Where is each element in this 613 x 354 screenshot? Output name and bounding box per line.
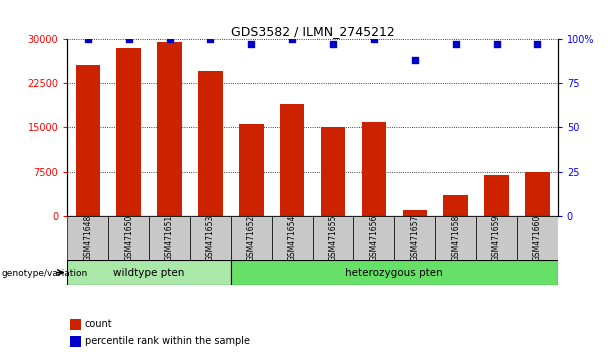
Bar <box>362 121 386 216</box>
Bar <box>231 260 558 285</box>
Bar <box>525 172 550 216</box>
Point <box>328 41 338 47</box>
Point <box>205 36 215 42</box>
Text: genotype/variation: genotype/variation <box>2 269 88 278</box>
Bar <box>70 319 81 330</box>
Bar <box>116 48 141 216</box>
Bar <box>109 216 149 260</box>
Text: GSM471654: GSM471654 <box>287 215 297 261</box>
Bar <box>158 42 182 216</box>
Bar <box>70 336 81 347</box>
Bar <box>272 216 313 260</box>
Text: GSM471655: GSM471655 <box>329 215 338 261</box>
Bar <box>190 216 231 260</box>
Bar <box>239 125 264 216</box>
Bar <box>354 216 394 260</box>
Bar <box>67 216 109 260</box>
Point <box>83 36 93 42</box>
Bar <box>67 260 231 285</box>
Bar <box>231 216 272 260</box>
Text: GSM471653: GSM471653 <box>206 215 215 261</box>
Text: GSM471650: GSM471650 <box>124 215 133 261</box>
Point <box>492 41 501 47</box>
Bar <box>443 195 468 216</box>
Point <box>246 41 256 47</box>
Title: GDS3582 / ILMN_2745212: GDS3582 / ILMN_2745212 <box>230 25 395 38</box>
Bar <box>198 72 223 216</box>
Point <box>165 36 175 42</box>
Bar <box>435 216 476 260</box>
Bar <box>484 175 509 216</box>
Point <box>533 41 543 47</box>
Point <box>451 41 460 47</box>
Text: GSM471656: GSM471656 <box>370 215 378 261</box>
Point <box>124 36 134 42</box>
Text: GSM471657: GSM471657 <box>410 215 419 261</box>
Text: GSM471652: GSM471652 <box>247 215 256 261</box>
Text: GSM471648: GSM471648 <box>83 215 93 261</box>
Bar <box>149 216 190 260</box>
Bar <box>75 65 100 216</box>
Text: GSM471658: GSM471658 <box>451 215 460 261</box>
Text: count: count <box>85 319 112 329</box>
Bar <box>476 216 517 260</box>
Bar <box>394 216 435 260</box>
Text: heterozygous pten: heterozygous pten <box>346 268 443 278</box>
Text: percentile rank within the sample: percentile rank within the sample <box>85 336 249 346</box>
Bar <box>517 216 558 260</box>
Text: GSM471659: GSM471659 <box>492 215 501 261</box>
Text: GSM471660: GSM471660 <box>533 215 542 261</box>
Text: GSM471651: GSM471651 <box>165 215 174 261</box>
Point <box>369 36 379 42</box>
Bar <box>403 210 427 216</box>
Bar <box>280 104 305 216</box>
Point <box>410 57 420 63</box>
Text: wildtype pten: wildtype pten <box>113 268 185 278</box>
Bar <box>321 127 345 216</box>
Bar <box>313 216 354 260</box>
Point <box>287 36 297 42</box>
